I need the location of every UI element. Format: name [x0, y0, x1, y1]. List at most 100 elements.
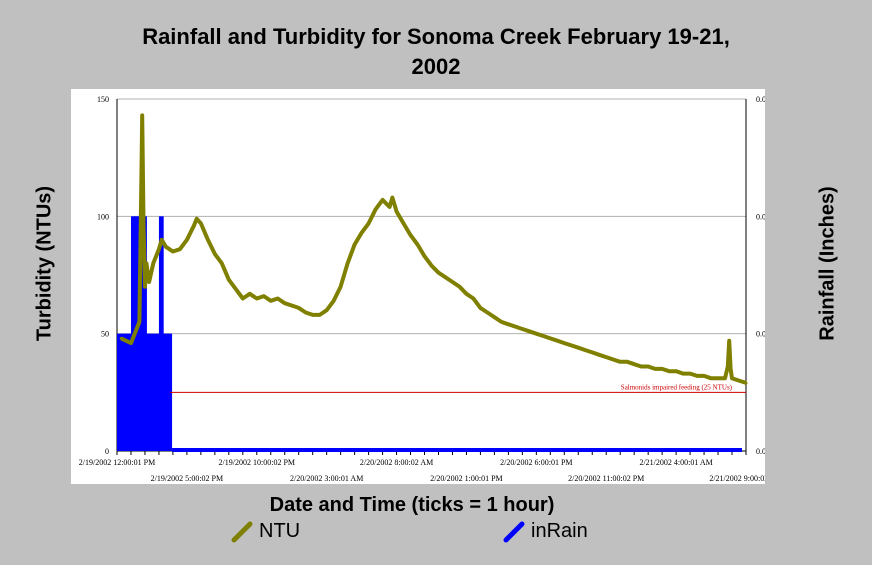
y-right-tick-label: 0.00 [756, 447, 765, 456]
ntu-point [143, 285, 147, 289]
ntu-point [185, 238, 189, 242]
x-tick-label: 2/20/2002 3:00:01 AM [290, 474, 363, 483]
ntu-point [199, 221, 203, 225]
ntu-point [646, 365, 650, 369]
ntu-point [248, 292, 252, 296]
ntu-point [423, 254, 427, 258]
chart-title-line-2: 2002 [411, 54, 461, 79]
ntu-point [255, 296, 259, 300]
ntu-point [395, 210, 399, 214]
threshold-label: Salmonids impaired feeding (25 NTUs) [621, 383, 733, 391]
ntu-point [206, 238, 210, 242]
ntu-point [576, 346, 580, 350]
y-axis-left-label: Turbidity (NTUs) [33, 185, 56, 342]
rain-bar [139, 216, 145, 451]
ntu-point [381, 198, 385, 202]
ntu-point [744, 381, 748, 385]
ntu-point [569, 343, 573, 347]
ntu-point [332, 299, 336, 303]
ntu-point [625, 360, 629, 364]
ntu-point [534, 332, 538, 336]
ntu-point [492, 315, 496, 319]
x-tick-label: 2/19/2002 5:00:02 PM [151, 474, 223, 483]
ntu-point [618, 360, 622, 364]
x-tick-label: 2/19/2002 10:00:02 PM [219, 458, 295, 467]
ntu-point [562, 341, 566, 345]
ntu-point [353, 242, 357, 246]
ntu-point [716, 376, 720, 380]
ntu-point [436, 271, 440, 275]
ntu-point [144, 261, 148, 265]
ntu-point [119, 336, 123, 340]
ntu-point [297, 306, 301, 310]
ntu-point [723, 376, 727, 380]
ntu-point [632, 362, 636, 366]
ntu-point [726, 365, 730, 369]
rain-bar [117, 333, 122, 451]
ntu-point [160, 238, 164, 242]
ntu-point [555, 339, 559, 343]
ntu-point [527, 329, 531, 333]
rain-bar [125, 333, 131, 451]
rain-bar [158, 216, 164, 451]
ntu-point [660, 367, 664, 371]
x-tick-label: 2/20/2002 8:00:02 AM [360, 458, 433, 467]
y-left-tick-label: 150 [97, 95, 109, 104]
ntu-point [450, 280, 454, 284]
ntu-point [737, 379, 741, 383]
ntu-point [178, 247, 182, 251]
ntu-point [139, 167, 143, 171]
rain-bar [167, 333, 173, 451]
legend-label-inrain: inRain [531, 520, 588, 542]
ntu-point [157, 247, 161, 251]
ntu-point [457, 285, 461, 289]
ntu-point [639, 365, 643, 369]
legend-swatch-ntu [231, 521, 253, 542]
ntu-point [464, 292, 468, 296]
ntu-point [590, 350, 594, 354]
ntu-point [367, 221, 371, 225]
ntu-point [727, 339, 731, 343]
ntu-point [129, 341, 133, 345]
rain-bar [147, 333, 153, 451]
ntu-point [681, 372, 685, 376]
ntu-point [548, 336, 552, 340]
rain-bar [156, 333, 161, 451]
ntu-point [220, 261, 224, 265]
ntu-point [478, 306, 482, 310]
ntu-series-line [120, 113, 747, 385]
y-left-tick-label: 100 [97, 212, 109, 221]
rain-bar [164, 333, 170, 451]
ntu-point [164, 245, 168, 249]
ntu-point [513, 325, 517, 329]
ntu-point [604, 355, 608, 359]
ntu-point [241, 296, 245, 300]
x-tick-label: 2/20/2002 11:00:02 PM [568, 474, 644, 483]
ntu-point [195, 217, 199, 221]
y-right-tick-label: 0.03 [756, 95, 765, 104]
ntu-point [471, 296, 475, 300]
ntu-point [311, 313, 315, 317]
ntu-point [430, 264, 433, 268]
ntu-point [409, 233, 413, 237]
ntu-point [346, 261, 350, 265]
ntu-point [151, 261, 155, 265]
ntu-point [402, 221, 406, 225]
ntu-point [262, 294, 266, 298]
ntu-point [140, 113, 144, 117]
ntu-point [318, 313, 322, 317]
ntu-point [730, 376, 734, 380]
ntu-point [171, 250, 175, 254]
legend-item-ntu: NTU [231, 520, 300, 543]
y-right-tick-label: 0.02 [756, 212, 765, 221]
ntu-point [290, 304, 294, 308]
x-tick-label: 2/20/2002 6:00:01 PM [500, 458, 572, 467]
ntu-point [729, 367, 733, 371]
ntu-point [213, 252, 217, 256]
legend-swatch-inrain [503, 521, 525, 542]
ntu-point [520, 327, 524, 331]
chart-title-line-1: Rainfall and Turbidity for Sonoma Creek … [142, 24, 730, 49]
x-axis-label: Date and Time (ticks = 1 hour) [269, 494, 555, 516]
ntu-point [360, 231, 364, 235]
ntu-point [416, 242, 420, 246]
